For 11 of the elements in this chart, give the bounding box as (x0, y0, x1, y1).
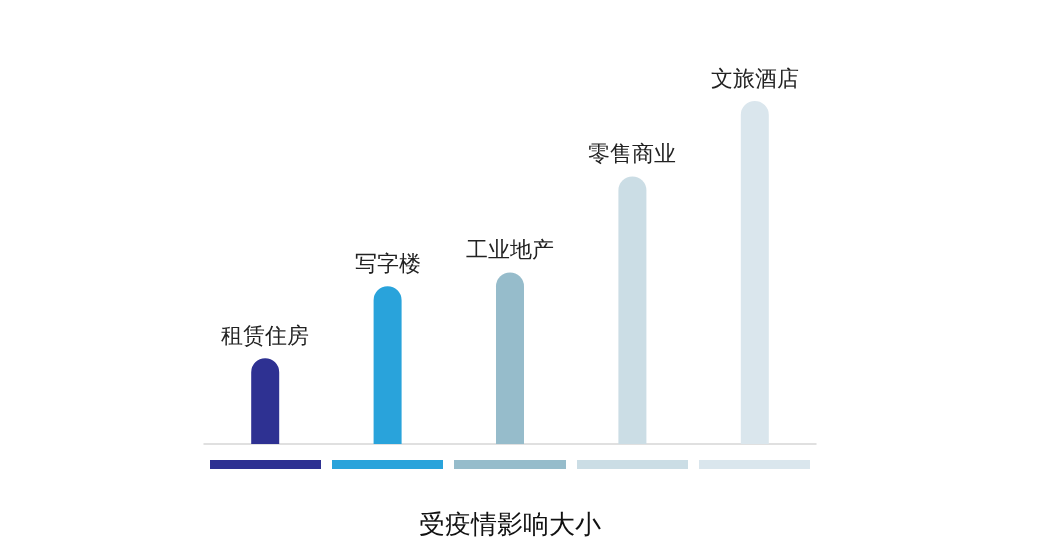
bar (373, 286, 402, 444)
x-tick-label: 写字楼 (354, 250, 421, 276)
bar (496, 272, 524, 444)
x-tick-label: 工业地产 (466, 237, 554, 262)
bar (740, 101, 769, 444)
x-tick-label: 零售商业 (588, 140, 677, 166)
x-tick-label: 文旅酒店 (710, 65, 799, 91)
x-tick-label: 租赁住房 (221, 322, 310, 348)
bar (618, 176, 647, 444)
bar (251, 358, 280, 444)
x-axis-title: 受疫情影响大小 (419, 509, 601, 539)
